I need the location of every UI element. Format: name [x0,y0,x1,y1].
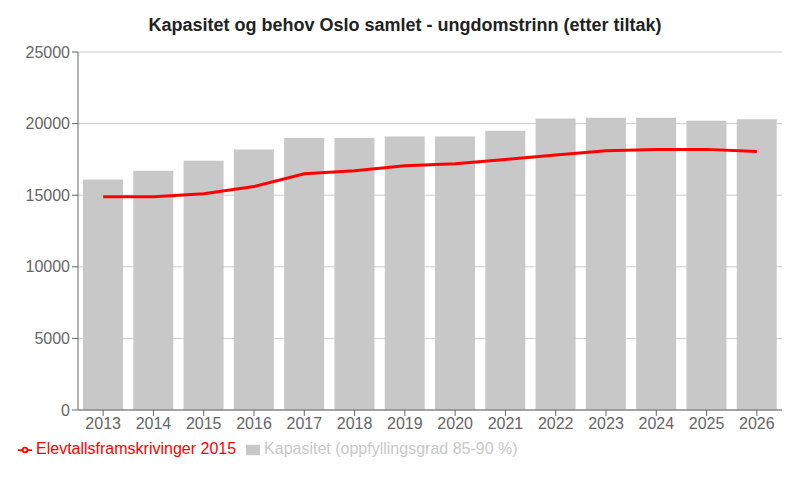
svg-text:20000: 20000 [26,115,71,132]
html-text:Kapasitet (oppfyllingsgrad 85-: Kapasitet (oppfyllingsgrad 85-90 %) [264,440,518,457]
svg-text:2022: 2022 [538,415,574,432]
svg-text:5000: 5000 [34,330,70,347]
svg-text:10000: 10000 [26,258,71,275]
svg-text:2014: 2014 [136,415,172,432]
svg-text:2013: 2013 [85,415,121,432]
svg-text:2019: 2019 [387,415,423,432]
svg-text:2023: 2023 [588,415,624,432]
svg-text:2017: 2017 [286,415,322,432]
svg-text:25000: 25000 [26,44,71,61]
svg-text:2016: 2016 [236,415,272,432]
svg-text:15000: 15000 [26,187,71,204]
svg-text:2015: 2015 [186,415,222,432]
html-text:Elevtallsframskrivinger 2015: Elevtallsframskrivinger 2015 [36,440,237,457]
svg-text:0: 0 [61,402,70,419]
svg-text:2020: 2020 [437,415,473,432]
svg-text:2021: 2021 [488,415,524,432]
svg-text:2025: 2025 [689,415,725,432]
svg-text:2024: 2024 [638,415,674,432]
svg-text:2018: 2018 [337,415,373,432]
svg-text:2026: 2026 [739,415,775,432]
html-text:Kapasitet og behov Oslo samlet: Kapasitet og behov Oslo samlet - ungdoms… [148,15,662,35]
